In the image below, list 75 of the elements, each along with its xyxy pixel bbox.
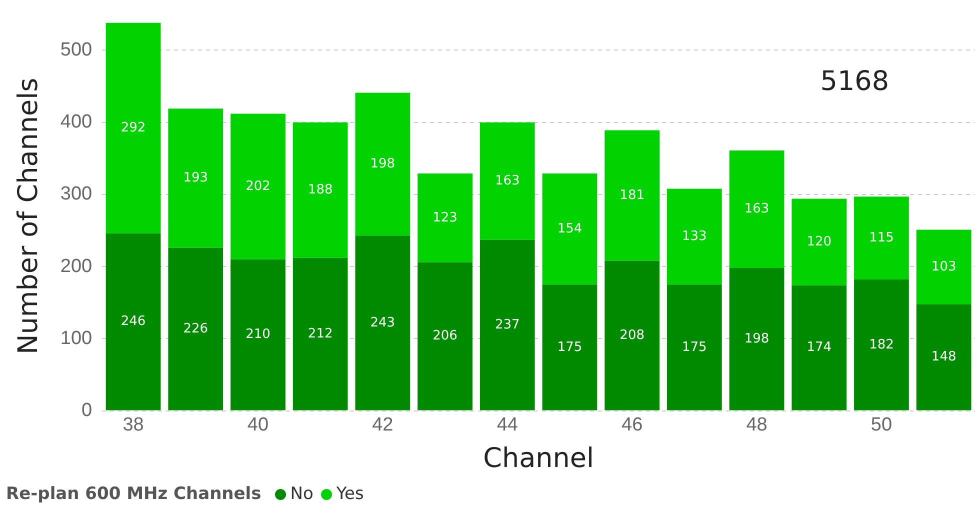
data-label: 123 [432,210,458,226]
data-label: 208 [620,328,644,343]
data-label: 120 [806,234,832,250]
data-label: 210 [246,327,270,342]
x-tick-label: 38 [122,414,144,436]
bar [542,174,598,285]
bar [106,22,161,234]
bar [604,260,660,410]
data-label: 243 [370,315,396,330]
data-label: 163 [744,202,770,217]
bar [480,122,535,240]
y-tick-label: 400 [60,112,92,133]
legend-label: Yes [336,484,364,504]
y-axis-title: Number of Channels [13,78,44,354]
data-label: 163 [494,174,520,188]
bar [666,188,722,285]
legend-title: Re-plan 600 MHz Channels [6,484,262,504]
legend-label: No [290,484,314,504]
y-tick-label: 200 [60,256,92,277]
bar [292,122,348,258]
y-tick-label: 500 [60,39,92,60]
bar [168,108,224,248]
data-label: 181 [620,188,644,203]
data-label: 237 [494,317,520,332]
bar [418,262,472,410]
data-label: 148 [931,350,956,365]
bar [292,258,348,410]
annotation: 5168 [820,66,889,97]
bar [542,284,598,410]
data-label: 115 [869,230,894,246]
data-label: 292 [120,120,146,136]
data-label: 198 [744,332,770,347]
bar [854,196,909,280]
data-label: 133 [682,229,707,244]
x-tick-label: 42 [372,414,394,436]
bar [916,230,972,304]
data-label: 212 [308,326,333,342]
bar [604,130,660,261]
y-tick-label: 100 [60,328,92,349]
bar [230,259,286,410]
data-label: 175 [682,340,707,355]
bar [729,268,784,410]
bar [729,150,784,268]
data-label: 103 [931,259,956,274]
x-tick-label: 40 [247,414,269,436]
bar [480,240,535,410]
bar [666,284,722,410]
bar [355,236,410,410]
x-axis-title: Channel [483,442,594,474]
bar [106,233,161,410]
x-tick-label: 48 [746,414,768,436]
y-tick-label: 0 [82,400,92,422]
x-tick-label: 50 [870,414,892,436]
data-label: 198 [370,156,396,172]
data-label: 193 [183,170,208,186]
data-label: 174 [806,340,832,356]
data-label: 202 [246,178,270,194]
data-label: 175 [557,340,582,355]
bar [230,114,286,260]
data-label: 226 [183,321,208,336]
bar [792,198,847,286]
x-tick-label: 44 [496,414,518,436]
data-label: 154 [557,221,582,236]
x-tick-label: 46 [622,414,643,436]
bar [355,92,410,236]
bar [168,248,224,410]
data-label: 206 [432,328,458,344]
bar [854,280,909,410]
y-tick-label: 300 [60,184,92,205]
data-label: 182 [869,337,894,352]
data-label: 188 [308,182,333,198]
bar [792,285,847,410]
bar [418,174,472,262]
data-label: 246 [120,314,146,330]
bar [916,304,972,410]
